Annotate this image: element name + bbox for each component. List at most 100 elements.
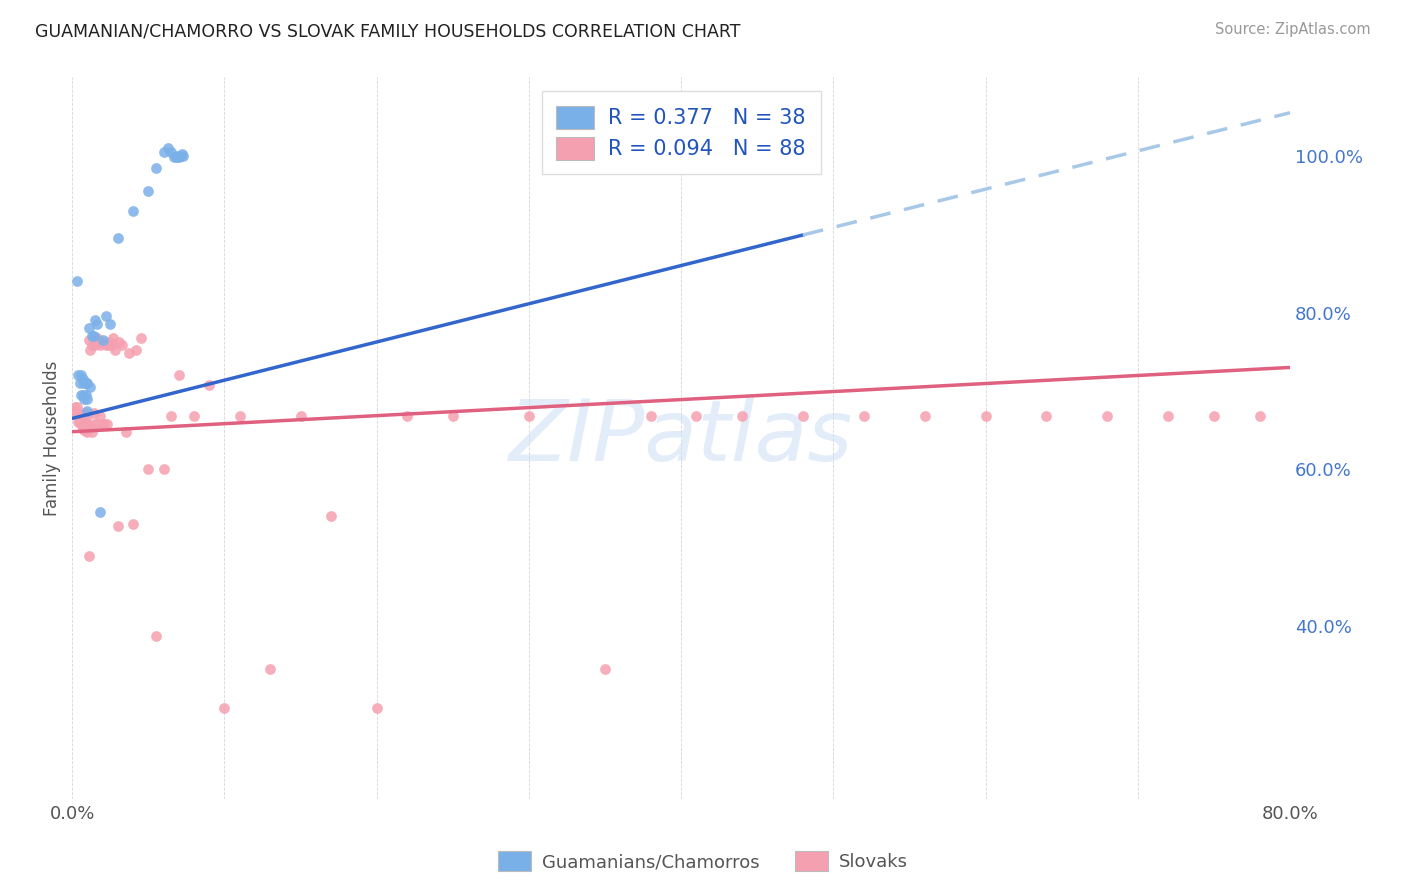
Point	[72, 421, 94, 435]
Point	[98, 335, 121, 350]
Point	[1157, 409, 1180, 423]
Point	[69, 415, 91, 429]
Point	[129, 331, 152, 345]
Point	[77, 321, 100, 335]
Point	[67, 415, 90, 429]
Point	[97, 338, 120, 352]
Point	[517, 409, 540, 423]
Text: ZIPatlas: ZIPatlas	[509, 396, 853, 480]
Point	[1035, 409, 1057, 423]
Point	[66, 274, 89, 288]
Point	[83, 406, 105, 420]
Point	[90, 335, 112, 350]
Point	[84, 338, 107, 352]
Point	[76, 417, 98, 431]
Point	[70, 417, 93, 431]
Point	[160, 409, 183, 423]
Point	[107, 231, 129, 245]
Point	[98, 318, 121, 332]
Point	[80, 425, 103, 439]
Point	[172, 149, 194, 163]
Point	[117, 346, 139, 360]
Point	[169, 149, 191, 163]
Point	[75, 423, 97, 437]
Point	[94, 338, 117, 352]
Point	[77, 549, 100, 563]
Point	[107, 518, 129, 533]
Point	[80, 338, 103, 352]
Point	[93, 417, 115, 431]
Point	[138, 462, 160, 476]
Point	[73, 423, 96, 437]
Point	[122, 517, 145, 532]
Point	[166, 150, 188, 164]
Point	[66, 400, 89, 414]
Point	[259, 662, 281, 676]
Point	[76, 409, 98, 423]
Point	[160, 145, 183, 159]
Point	[89, 338, 111, 352]
Point	[79, 343, 101, 358]
Point	[72, 388, 94, 402]
Point	[366, 701, 388, 715]
Point	[290, 409, 312, 423]
Point	[66, 408, 89, 422]
Point	[103, 331, 125, 345]
Point	[108, 335, 131, 350]
Point	[75, 406, 97, 420]
Point	[76, 425, 98, 439]
Point	[76, 403, 98, 417]
Point	[104, 343, 127, 358]
Point	[101, 338, 124, 352]
Point	[152, 462, 174, 476]
Point	[77, 333, 100, 347]
Point	[165, 149, 187, 163]
Point	[1249, 409, 1271, 423]
Point	[183, 409, 205, 423]
Point	[157, 141, 180, 155]
Point	[86, 417, 108, 431]
Point	[70, 368, 93, 383]
Point	[73, 392, 96, 406]
Point	[91, 335, 114, 350]
Point	[73, 376, 96, 391]
Point	[69, 408, 91, 422]
Point	[75, 376, 97, 391]
Point	[87, 335, 110, 350]
Point	[114, 425, 136, 439]
Point	[145, 628, 167, 642]
Text: GUAMANIAN/CHAMORRO VS SLOVAK FAMILY HOUSEHOLDS CORRELATION CHART: GUAMANIAN/CHAMORRO VS SLOVAK FAMILY HOUS…	[35, 22, 741, 40]
Point	[396, 409, 419, 423]
Point	[67, 406, 90, 420]
Point	[67, 368, 90, 383]
Point	[79, 380, 101, 394]
Point	[69, 411, 91, 425]
Point	[84, 313, 107, 327]
Point	[792, 409, 814, 423]
Point	[94, 310, 117, 324]
Y-axis label: Family Households: Family Households	[44, 360, 60, 516]
Point	[1202, 409, 1225, 423]
Point	[685, 409, 707, 423]
Point	[111, 338, 134, 352]
Point	[198, 377, 221, 392]
Point	[72, 414, 94, 428]
Point	[170, 147, 193, 161]
Point	[228, 409, 250, 423]
Point	[96, 417, 118, 431]
Point	[83, 417, 105, 431]
Point	[319, 509, 342, 524]
Point	[91, 333, 114, 347]
Point	[73, 415, 96, 429]
Point	[163, 150, 186, 164]
Point	[72, 372, 94, 386]
Point	[89, 409, 111, 423]
Point	[75, 388, 97, 402]
Point	[167, 150, 190, 164]
Point	[122, 203, 145, 218]
Point	[69, 376, 91, 391]
Point	[79, 419, 101, 434]
Point	[152, 145, 174, 159]
Point	[73, 406, 96, 420]
Point	[65, 400, 87, 414]
